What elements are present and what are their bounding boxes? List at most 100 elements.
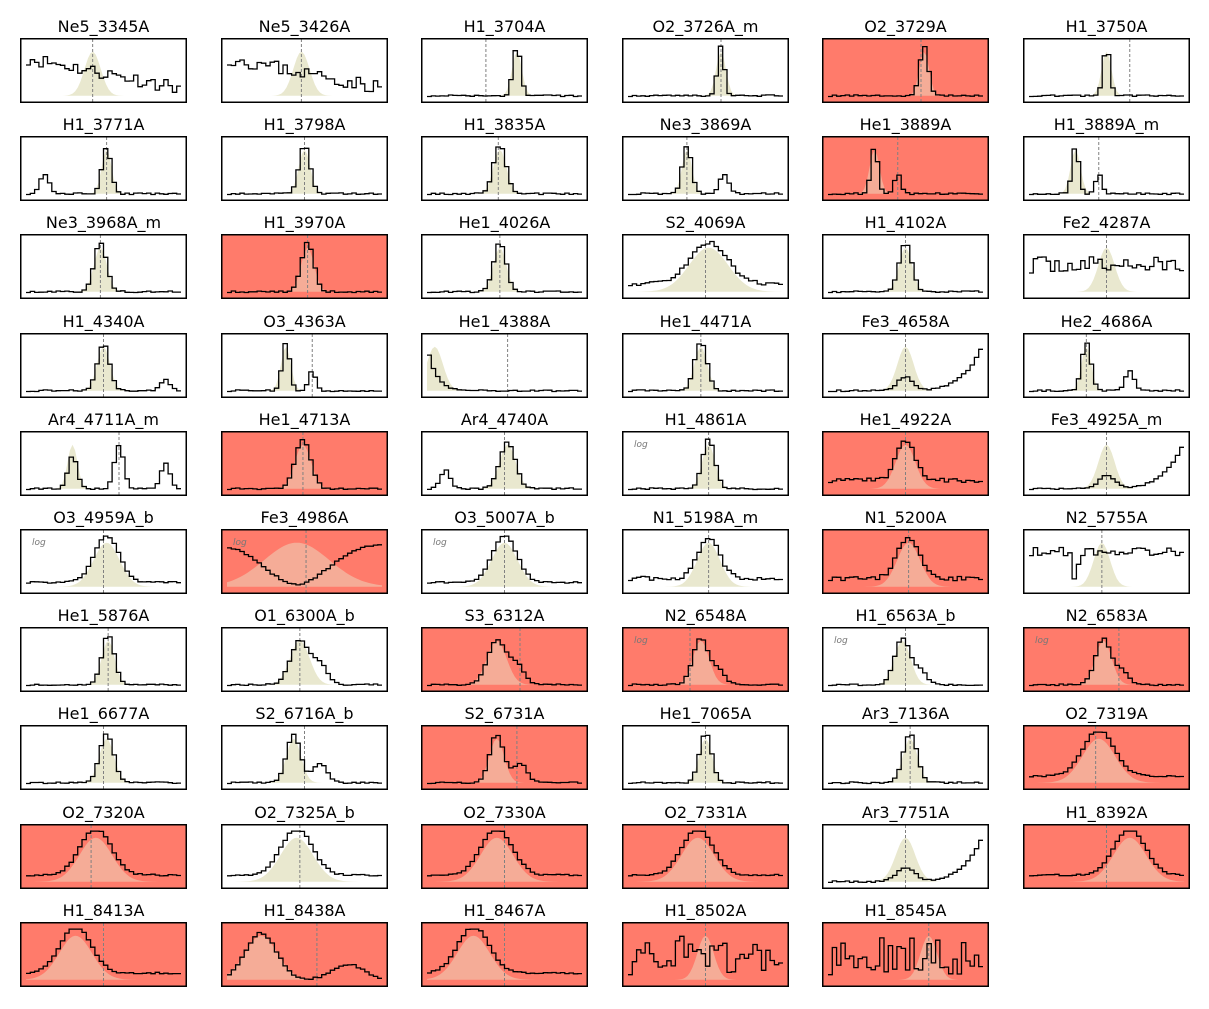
panel-frame <box>421 627 588 692</box>
panel-plot <box>822 38 989 103</box>
panel-title: He1_5876A <box>57 606 150 625</box>
panel-plot <box>622 725 789 790</box>
line-panel: S2_4069A <box>622 214 789 301</box>
fit-area <box>828 346 983 391</box>
log-scale-label: log <box>834 636 848 646</box>
spectrum-step-line <box>26 733 181 785</box>
panel-frame <box>1023 136 1190 201</box>
fit-area <box>26 149 181 194</box>
spectrum-step-line <box>628 538 783 582</box>
spectrum-step-line <box>26 830 181 877</box>
panel-title: H1_8467A <box>463 901 546 920</box>
panel-title: Ar3_7136A <box>861 704 950 723</box>
line-panel: O3_4959A_b log <box>20 509 187 596</box>
panel-plot <box>421 333 588 398</box>
line-panel: S2_6716A_b <box>221 705 388 792</box>
panel-frame <box>421 824 588 889</box>
line-panel: H1_3835A <box>421 116 588 203</box>
panel-plot <box>622 922 789 987</box>
panel-frame <box>221 136 388 201</box>
spectrum-step-line <box>828 637 983 687</box>
panel-frame <box>421 725 588 790</box>
spectrum-step-line <box>1029 53 1184 98</box>
panel-title: He1_3889A <box>859 115 952 134</box>
panel-background <box>221 922 388 987</box>
line-panel: He1_4922A <box>822 411 989 498</box>
spectrum-step-line <box>427 734 582 785</box>
fit-area <box>427 640 582 685</box>
fit-area <box>427 247 582 292</box>
panel-plot <box>622 38 789 103</box>
panel-frame <box>622 824 789 889</box>
spectrum-step-line <box>828 244 983 294</box>
spectrum-step-line <box>1029 830 1184 877</box>
fit-area <box>628 738 783 783</box>
panel-frame <box>1023 234 1190 299</box>
panel-frame <box>221 627 388 692</box>
fit-area <box>427 346 582 391</box>
fit-area <box>427 149 582 194</box>
fit-area <box>26 346 181 391</box>
spectrum-step-line <box>427 928 582 975</box>
panel-title: H1_3798A <box>263 115 346 134</box>
panel-frame <box>20 627 187 692</box>
panel-background <box>822 38 989 103</box>
line-panel: O2_7320A <box>20 804 187 891</box>
panel-frame <box>20 824 187 889</box>
spectrum-step-line <box>427 354 582 393</box>
spectrum-step-line <box>828 734 983 785</box>
spectrum-step-line <box>427 830 582 877</box>
spectrum-step-line <box>427 535 582 584</box>
fit-area <box>828 247 983 292</box>
panel-title: H1_8413A <box>62 901 145 920</box>
line-panel: S2_6731A <box>421 705 588 792</box>
panel-title: Ar4_4740A <box>460 410 549 429</box>
panel-plot <box>822 431 989 496</box>
panel-frame <box>221 725 388 790</box>
line-panel: O2_3729A <box>822 18 989 105</box>
panel-title: H1_3771A <box>62 115 145 134</box>
line-panel: H1_4861A log <box>622 411 789 498</box>
panel-title: Fe3_4986A <box>260 508 349 527</box>
panel-plot <box>822 333 989 398</box>
panel-frame <box>1023 529 1190 594</box>
spectrum-step-line <box>628 45 783 98</box>
panel-frame <box>822 431 989 496</box>
fit-area <box>227 837 382 882</box>
line-panel: O3_4363A <box>221 313 388 400</box>
panel-title: Fe2_4287A <box>1062 213 1151 232</box>
panel-plot <box>221 136 388 201</box>
fit-area <box>628 247 783 292</box>
spectrum-step-line <box>427 441 582 491</box>
panel-frame <box>622 136 789 201</box>
panel-title: He1_4713A <box>258 410 351 429</box>
panel-plot <box>20 234 187 299</box>
panel-frame <box>421 136 588 201</box>
fit-area <box>427 444 582 489</box>
line-panel: Ne3_3869A <box>622 116 789 203</box>
fit-area <box>26 837 181 882</box>
spectrum-step-line <box>26 242 181 294</box>
line-panel: He1_6677A <box>20 705 187 792</box>
panel-title: Fe3_4925A_m <box>1050 410 1163 429</box>
line-panel: N1_5198A_m <box>622 509 789 596</box>
panel-title: N2_6548A <box>664 606 747 625</box>
spectrum-step-line <box>1029 637 1184 687</box>
line-panel: O2_7330A <box>421 804 588 891</box>
spectrum-step-line <box>628 935 783 976</box>
spectrum-step-line <box>227 439 382 491</box>
line-panel: H1_8413A <box>20 902 187 989</box>
spectrum-step-line <box>1029 446 1184 491</box>
panel-title: O2_7330A <box>463 803 546 822</box>
spectrum-step-line <box>1029 256 1184 274</box>
panel-plot <box>822 234 989 299</box>
panel-title: H1_4102A <box>864 213 947 232</box>
spectrum-step-line <box>26 345 181 393</box>
panel-plot <box>622 136 789 201</box>
line-panel: He1_3889A <box>822 116 989 203</box>
panel-frame <box>221 431 388 496</box>
panel-title: H1_3970A <box>263 213 346 232</box>
panel-title: O2_7325A_b <box>254 803 355 822</box>
panel-plot: log <box>1023 627 1190 692</box>
line-panel: O2_3726A_m <box>622 18 789 105</box>
